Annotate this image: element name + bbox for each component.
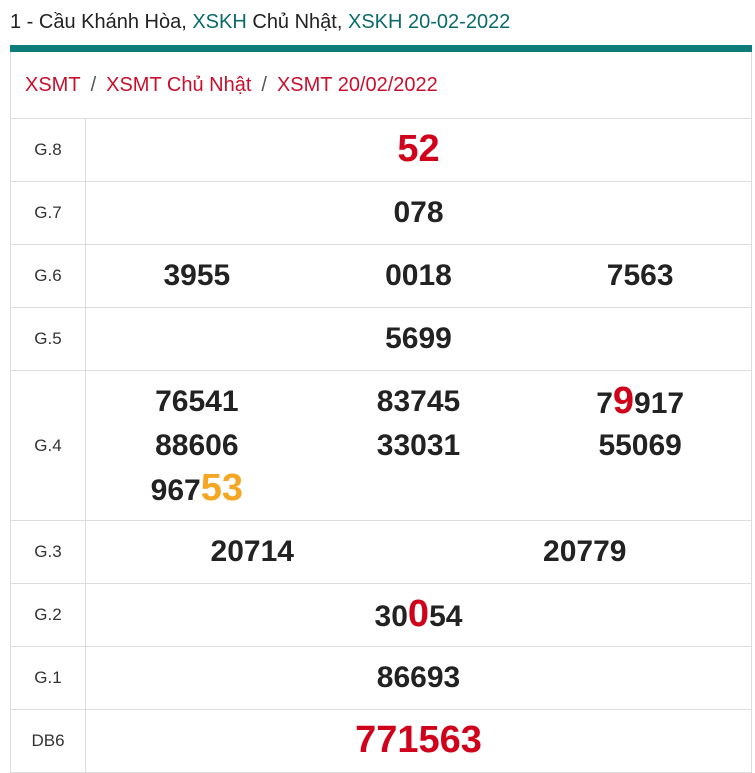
prize-row: G.7 078: [11, 181, 751, 245]
prize-numbers: 771563: [85, 709, 751, 773]
number-grid: 86693: [86, 657, 751, 699]
digits: 967: [150, 473, 201, 507]
header-text: 1 - Cầu Khánh Hòa,: [10, 11, 193, 33]
prize-label: DB6: [11, 709, 86, 773]
lottery-number: 96753: [151, 467, 243, 512]
prize-numbers: 3955 0018 7563: [85, 244, 751, 308]
header-link[interactable]: XSKH: [192, 11, 247, 33]
digits: 917: [634, 386, 685, 420]
prize-numbers: 52: [85, 119, 751, 182]
header-text: Chủ Nhật,: [246, 11, 348, 33]
highlight-digits: 9: [612, 379, 635, 422]
prize-label: G.3: [11, 520, 86, 584]
results-table: G.8 52 G.7 078 G.6 3955 0018 7563 G.5 5699 G.4 7654…: [11, 119, 751, 773]
digits: 88606: [155, 428, 239, 462]
header: 1 - Cầu Khánh Hòa, XSKH Chủ Nhật, XSKH 2…: [10, 8, 510, 36]
prize-label: G.1: [11, 646, 86, 710]
header-link[interactable]: XSKH 20-02-2022: [347, 11, 511, 33]
number-grid: 3955 0018 7563: [86, 255, 751, 297]
digits: 76541: [155, 385, 239, 418]
digits: 55069: [598, 428, 682, 462]
prize-label: G.4: [11, 370, 86, 521]
prize-label: G.6: [11, 244, 86, 308]
prize-numbers: 20714 20779: [85, 520, 751, 584]
number-grid: 30054: [86, 593, 751, 638]
digits: 3955: [163, 259, 231, 292]
digits: 20714: [210, 535, 294, 568]
prize-row: G.2 30054: [11, 583, 751, 647]
prize-label: G.5: [11, 307, 86, 371]
lottery-number: 7563: [607, 255, 674, 297]
prize-row: G.5 5699: [11, 307, 751, 371]
prize-row: G.6 3955 0018 7563: [11, 244, 751, 308]
prize-numbers: 86693: [85, 646, 751, 710]
result-box: XSMT / XSMT Chủ Nhật / XSMT 20/02/2022 G.8 52…: [10, 52, 752, 773]
digits: 86693: [376, 661, 461, 694]
prize-numbers: 30054: [85, 583, 751, 647]
digits: 078: [393, 196, 444, 229]
prize-row: G.4 76541 83745 79917 88606 33031 55069 96753: [11, 370, 751, 521]
lottery-number: 078: [393, 192, 443, 234]
highlight-digits: 53: [200, 466, 243, 509]
digits: 83745: [376, 385, 461, 418]
lottery-number: 83745: [377, 381, 460, 423]
header-bar: [10, 45, 752, 52]
lottery-number: 55069: [598, 425, 681, 467]
lottery-number: 88606: [155, 425, 238, 467]
digits: 7: [596, 386, 613, 420]
prize-label: G.8: [11, 119, 86, 182]
prize-numbers: 078: [85, 181, 751, 245]
breadcrumb-link[interactable]: XSMT: [25, 74, 81, 96]
prize-numbers: 76541 83745 79917 88606 33031 55069 96753: [85, 370, 751, 521]
lottery-number: 79917: [596, 380, 684, 425]
lottery-number: 20779: [543, 531, 626, 573]
digits: 20779: [543, 535, 627, 568]
number-grid: 5699: [86, 318, 751, 360]
lottery-number: 33031: [377, 425, 460, 467]
digits: 0018: [385, 259, 452, 292]
prize-numbers: 5699: [85, 307, 751, 371]
prize-row: G.8 52: [11, 119, 751, 182]
digits: 30: [374, 599, 408, 633]
breadcrumb-separator: /: [261, 74, 267, 96]
lottery-number: 76541: [155, 381, 238, 423]
breadcrumb-separator: /: [90, 74, 97, 96]
prize-row: G.3 20714 20779: [11, 520, 751, 584]
lottery-number: 3955: [163, 255, 230, 297]
number-grid: 771563: [86, 719, 751, 764]
highlight-digits: 771563: [355, 718, 482, 761]
digits: 5699: [385, 322, 452, 355]
prize-label: G.7: [11, 181, 86, 245]
lottery-number: 30054: [375, 593, 463, 638]
number-grid: 078: [86, 192, 751, 234]
number-grid: 76541 83745 79917 88606 33031 55069 96753: [86, 380, 751, 512]
lottery-number: 20714: [211, 531, 294, 573]
digits: 33031: [376, 428, 461, 462]
lottery-number: 52: [397, 128, 439, 173]
lottery-number: 0018: [385, 255, 452, 297]
prize-row: DB6 771563: [11, 709, 751, 773]
breadcrumb-link[interactable]: XSMT 20/02/2022: [276, 74, 438, 96]
breadcrumb: XSMT / XSMT Chủ Nhật / XSMT 20/02/2022: [11, 52, 751, 119]
lottery-number: 5699: [385, 318, 452, 360]
digits: 7563: [606, 259, 674, 292]
lottery-number: 86693: [377, 657, 460, 699]
highlight-digits: 52: [397, 127, 440, 170]
lottery-number: 771563: [355, 719, 482, 764]
highlight-digits: 0: [407, 592, 430, 635]
prize-label: G.2: [11, 583, 86, 647]
prize-row: G.1 86693: [11, 646, 751, 710]
breadcrumb-link[interactable]: XSMT Chủ Nhật: [106, 74, 252, 96]
digits: 54: [429, 599, 463, 633]
number-grid: 20714 20779: [86, 531, 751, 573]
number-grid: 52: [86, 128, 751, 173]
